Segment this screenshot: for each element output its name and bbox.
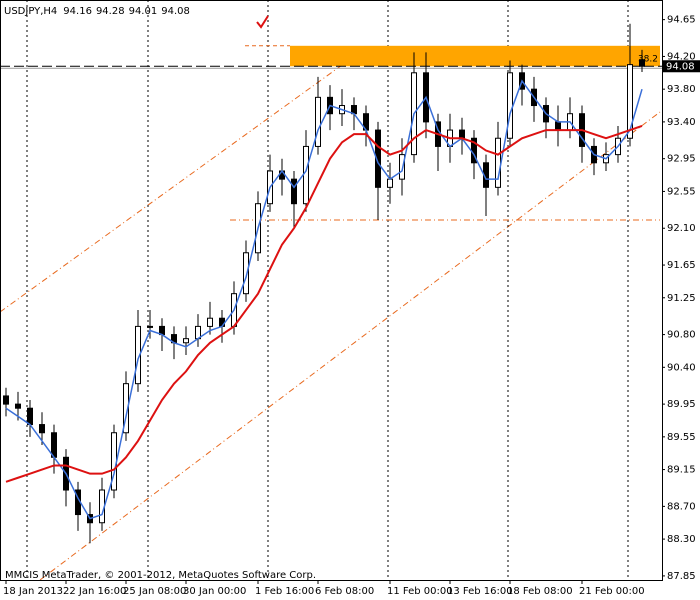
candle-body [207, 317, 213, 327]
plot-area: 38.2 [0, 0, 662, 581]
high: 94.28 [96, 6, 125, 17]
x-tick-label: 18 Jan 2013 [3, 586, 63, 597]
y-tick-label: 93.40 [667, 117, 696, 128]
candle-body [399, 154, 405, 180]
x-tick-label: 18 Feb 08:00 [507, 586, 573, 597]
candle-body [147, 325, 153, 328]
y-tick-label: 94.20 [667, 51, 696, 62]
candle-body [507, 72, 513, 139]
footer: MMCIS MetaTrader, © 2001-2012, MetaQuote… [5, 570, 316, 581]
x-tick-label: 13 Feb 16:00 [447, 586, 513, 597]
candle-body [639, 59, 645, 67]
y-tick-label: 92.10 [667, 223, 696, 234]
x-tick-label: 21 Feb 00:00 [579, 586, 645, 597]
y-tick-label: 92.95 [667, 154, 696, 165]
y-tick-label: 93.80 [667, 84, 696, 95]
x-tick-label: 30 Jan 00:00 [183, 586, 246, 597]
check-mark [256, 15, 269, 29]
candle-body [123, 383, 129, 434]
candle-body [243, 252, 249, 295]
fib-zone [290, 45, 660, 67]
candle-body [183, 338, 189, 344]
candle-body [495, 137, 501, 188]
close: 94.08 [161, 6, 190, 17]
price-box-label: 94.08 [666, 61, 695, 72]
y-tick-label: 91.25 [667, 293, 696, 304]
header: USDJPY,H4 94.16 94.28 94.01 94.08 [4, 6, 190, 17]
candle-body [3, 395, 9, 405]
plot-border [0, 0, 663, 581]
candle-body [291, 178, 297, 205]
y-tick-label: 87.85 [667, 571, 696, 582]
y-tick-label: 88.30 [667, 534, 696, 545]
candle-body [315, 96, 321, 147]
open: 94.16 [63, 6, 92, 17]
y-tick-label: 88.70 [667, 501, 696, 512]
y-tick-label: 89.55 [667, 432, 696, 443]
candle-body [303, 145, 309, 205]
low: 94.01 [129, 6, 158, 17]
candle-body [27, 407, 33, 426]
moving-average [5, 125, 643, 483]
candle-body [627, 64, 633, 139]
channel-line [0, 51, 361, 313]
x-tick-label: 11 Feb 00:00 [387, 586, 453, 597]
symbol: USDJPY,H4 [4, 6, 57, 17]
candle-body [51, 432, 57, 458]
moving-average [5, 79, 643, 520]
y-tick-label: 90.40 [667, 362, 696, 373]
y-tick-label: 90.80 [667, 330, 696, 341]
candle-body [15, 403, 21, 409]
candle-body [459, 129, 465, 139]
x-tick-label: 6 Feb 08:00 [315, 586, 374, 597]
price-box [663, 60, 700, 73]
candle-body [387, 178, 393, 188]
candle-body [555, 121, 561, 131]
x-tick-label: 25 Jan 08:00 [123, 586, 186, 597]
x-tick-label: 22 Jan 16:00 [63, 586, 126, 597]
x-tick-label: 1 Feb 16:00 [255, 586, 314, 597]
y-tick-label: 92.55 [667, 186, 696, 197]
candle-body [375, 129, 381, 188]
y-tick-label: 89.95 [667, 399, 696, 410]
y-tick-label: 89.15 [667, 465, 696, 476]
y-tick-label: 94.65 [667, 15, 696, 26]
zone-label: 38.2 [638, 54, 658, 64]
candle-body [39, 424, 45, 434]
y-tick-label: 91.65 [667, 260, 696, 271]
